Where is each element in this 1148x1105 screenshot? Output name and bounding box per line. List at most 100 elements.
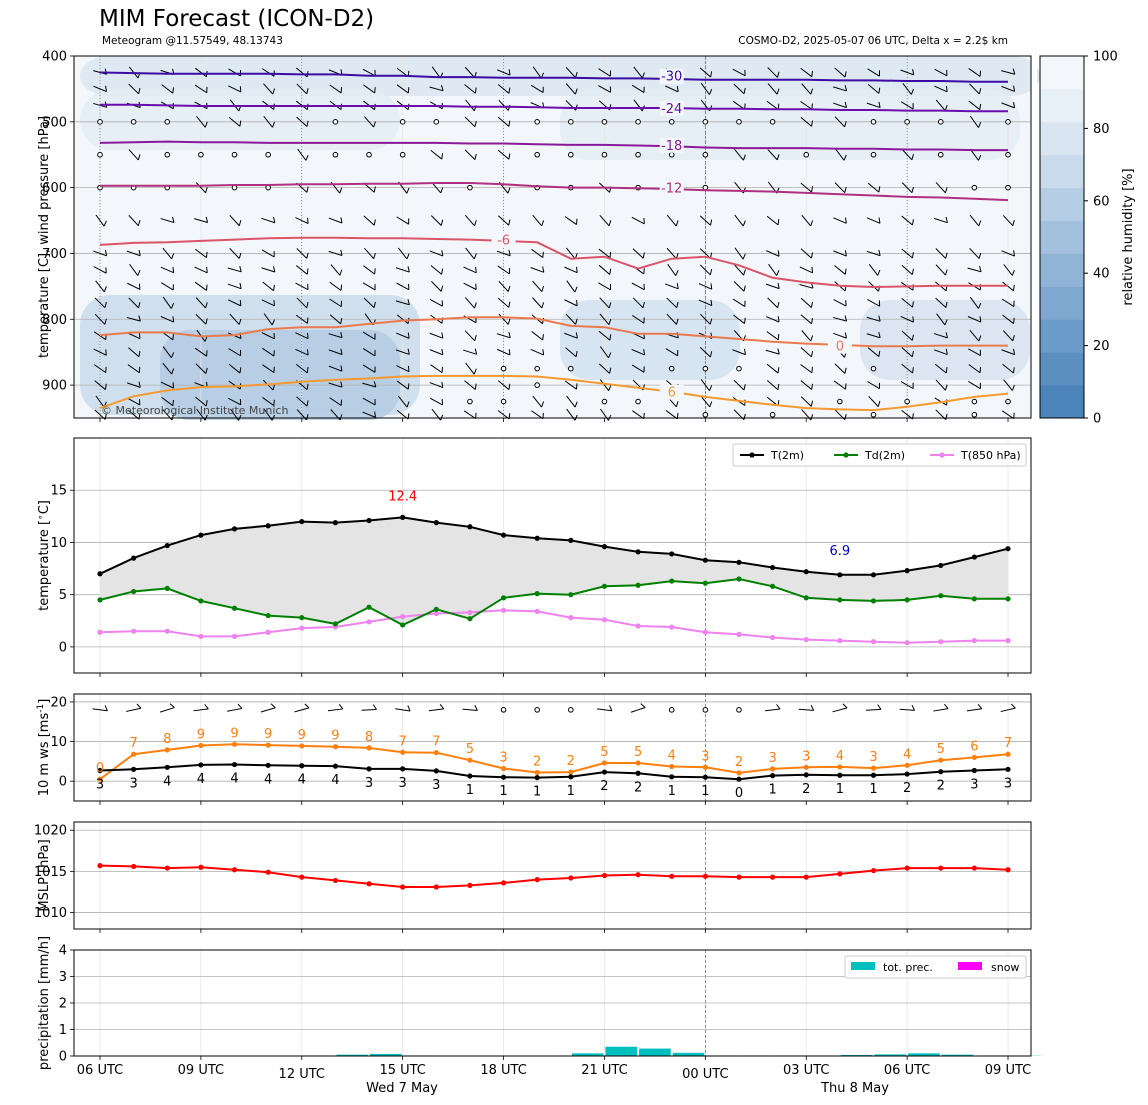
barb-shaft bbox=[161, 84, 174, 94]
precip-bar bbox=[908, 1053, 940, 1056]
barb-flag bbox=[270, 703, 276, 709]
barb-flag bbox=[912, 316, 915, 323]
wind-barb bbox=[498, 280, 511, 292]
wind-barb bbox=[362, 381, 377, 388]
wind-barb bbox=[462, 705, 478, 712]
barb-shaft bbox=[429, 332, 444, 339]
barb-shaft bbox=[866, 102, 881, 109]
barb-shaft bbox=[901, 330, 913, 341]
wind-speed-value-label: 2 bbox=[802, 782, 810, 797]
barb-shaft bbox=[395, 349, 410, 355]
wind-barb bbox=[194, 266, 208, 274]
barb-shaft bbox=[565, 66, 576, 78]
series-td2m-point bbox=[971, 596, 977, 602]
gust-value-label: 2 bbox=[533, 754, 541, 769]
barb-shaft bbox=[228, 397, 241, 406]
wind-barb bbox=[733, 281, 746, 292]
wind-speed-value-label: 2 bbox=[903, 781, 911, 796]
wind-barb bbox=[733, 379, 746, 391]
barb-flag bbox=[441, 300, 443, 307]
barb-shaft bbox=[564, 380, 577, 390]
barb-flag bbox=[979, 349, 982, 356]
calm-wind-marker bbox=[769, 411, 776, 418]
series-ws-point bbox=[332, 763, 339, 769]
calm-wind-marker bbox=[534, 151, 540, 158]
barb-shaft bbox=[700, 313, 711, 325]
barb-flag bbox=[205, 216, 209, 223]
barb-flag bbox=[743, 285, 746, 292]
barb-shaft bbox=[936, 313, 946, 326]
wind-barb bbox=[665, 85, 679, 93]
barb-shaft bbox=[1001, 85, 1015, 92]
barb-shaft bbox=[194, 218, 208, 223]
wind-barb bbox=[833, 85, 848, 92]
barb-shaft bbox=[196, 116, 206, 128]
calm-wind-marker bbox=[433, 119, 440, 125]
legend-item-label: T(850 hPa) bbox=[960, 449, 1021, 462]
calm-wind-marker bbox=[668, 707, 675, 713]
barb-shaft bbox=[162, 247, 173, 260]
barb-shaft bbox=[766, 215, 779, 226]
barb-flag bbox=[811, 383, 813, 390]
barb-flag bbox=[911, 186, 914, 193]
barb-flag bbox=[742, 253, 746, 260]
barb-flag bbox=[878, 382, 880, 389]
barb-flag bbox=[542, 334, 544, 341]
gust-value-label: 5 bbox=[634, 745, 642, 760]
isotherm-label: -18 bbox=[661, 139, 682, 154]
barb-shaft bbox=[262, 281, 274, 292]
barb-flag bbox=[1011, 384, 1015, 391]
barb-flag bbox=[944, 269, 948, 276]
wind-barb bbox=[698, 283, 713, 290]
barb-shaft bbox=[765, 708, 781, 712]
barb-shaft bbox=[865, 708, 882, 711]
series-gust-point bbox=[97, 776, 103, 782]
barb-shaft bbox=[227, 267, 242, 273]
barb-shaft bbox=[93, 250, 107, 257]
wind-speed-value-label: 4 bbox=[264, 772, 272, 787]
wind-barb bbox=[465, 362, 477, 375]
barb-flag bbox=[844, 85, 848, 92]
wind-barb bbox=[162, 346, 175, 359]
barb-flag bbox=[1013, 102, 1016, 108]
barb-flag bbox=[643, 366, 645, 373]
series-mslp-point bbox=[265, 869, 271, 875]
barb-flag bbox=[441, 399, 443, 405]
barb-shaft bbox=[464, 330, 476, 342]
legend-marker bbox=[843, 452, 849, 458]
barb-shaft bbox=[867, 84, 880, 94]
calm-wind-marker bbox=[601, 119, 608, 125]
wind-barb bbox=[497, 297, 511, 308]
barb-shaft bbox=[935, 182, 946, 194]
isotherm-0 bbox=[99, 316, 1008, 348]
wind-barb bbox=[933, 332, 948, 339]
calm-wind-marker bbox=[198, 151, 204, 158]
barb-shaft bbox=[800, 116, 812, 127]
barb-shaft bbox=[564, 266, 578, 274]
barb-shaft bbox=[160, 381, 174, 389]
series-t2m-point bbox=[601, 544, 608, 550]
barb-shaft bbox=[362, 68, 376, 77]
wind-barb bbox=[767, 297, 780, 309]
barb-shaft bbox=[766, 363, 779, 374]
calm-wind-marker bbox=[1005, 119, 1011, 125]
wind-barb bbox=[228, 363, 242, 374]
barb-flag bbox=[103, 286, 107, 293]
barb-flag bbox=[306, 268, 309, 275]
barb-flag bbox=[104, 705, 108, 711]
barb-flag bbox=[238, 252, 242, 259]
barb-flag bbox=[844, 250, 847, 257]
barb-shaft bbox=[833, 332, 847, 339]
barb-flag bbox=[373, 301, 376, 308]
barb-flag bbox=[172, 87, 174, 94]
wind-barb bbox=[430, 364, 443, 374]
barb-shaft bbox=[498, 280, 509, 292]
barb-flag bbox=[542, 86, 544, 93]
barb-shaft bbox=[93, 70, 107, 75]
barb-shaft bbox=[464, 380, 476, 390]
wind-barb bbox=[833, 380, 847, 390]
barb-flag bbox=[374, 87, 376, 94]
wind-barb bbox=[734, 247, 746, 260]
barb-flag bbox=[844, 186, 847, 193]
series-mslp-point bbox=[736, 874, 742, 880]
